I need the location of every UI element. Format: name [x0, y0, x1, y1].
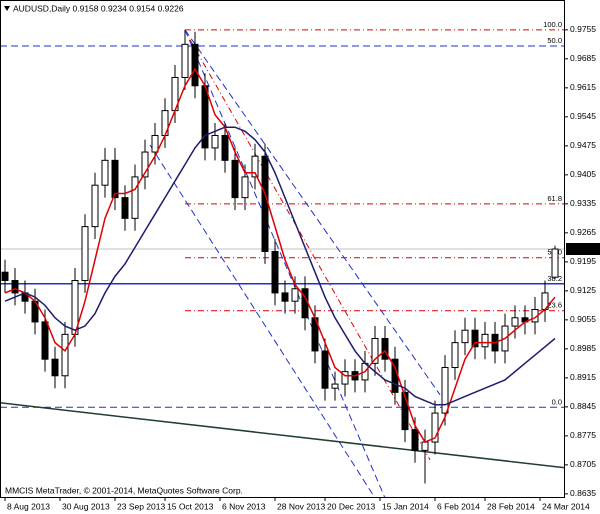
- plot-frame: [0, 0, 565, 498]
- trendline: [189, 39, 431, 461]
- chart-title: AUDUSD,Daily 0.9158 0.9234 0.9154 0.9226: [13, 3, 184, 13]
- menu-arrow[interactable]: [4, 6, 10, 11]
- candle-body: [381, 337, 389, 360]
- plot-area: 100.050.061.850.038.223.60.0: [0, 20, 566, 499]
- candle-body: [271, 250, 279, 294]
- candle-body: [321, 350, 329, 389]
- candle-body: [251, 155, 259, 178]
- candle-body: [211, 134, 219, 149]
- y-tick-label: 0.9405: [570, 169, 596, 179]
- y-tick-label: 0.8845: [570, 401, 596, 411]
- level-label: 0.0: [552, 397, 562, 406]
- x-tick-label: 15 Oct 2013: [167, 501, 214, 511]
- y-tick-label: 0.9055: [570, 314, 596, 324]
- candle-body: [61, 333, 69, 377]
- x-tick-label: 8 Aug 2013: [7, 501, 50, 511]
- trendline: [184, 29, 386, 499]
- candle-body: [441, 366, 449, 414]
- candle-body: [291, 288, 299, 302]
- y-tick-label: 0.8985: [570, 343, 596, 353]
- candle-body: [551, 248, 559, 278]
- candle-body: [131, 176, 139, 219]
- level-label: 23.6: [547, 301, 562, 310]
- trendline: [149, 144, 376, 499]
- y-tick-label: 0.9195: [570, 256, 596, 266]
- moving-average: [4, 67, 556, 444]
- x-tick-label: 15 Jan 2014: [382, 501, 429, 511]
- footer: MMCIS MetaTrader, © 2001-2014, MetaQuote…: [5, 485, 243, 495]
- level-label: 100.0: [543, 20, 562, 29]
- candle-body: [411, 429, 419, 451]
- candle-body: [141, 151, 149, 178]
- candle-body: [471, 329, 479, 348]
- y-tick-label: 0.9335: [570, 198, 596, 208]
- y-tick-label: 0.8705: [570, 459, 596, 469]
- y-tick-label: 0.9685: [570, 53, 596, 63]
- y-tick-label: 0.9545: [570, 111, 596, 121]
- candle-body: [341, 371, 349, 385]
- y-tick-label: 0.9265: [570, 227, 596, 237]
- price-box: [566, 243, 600, 255]
- candle-body: [221, 134, 229, 161]
- candle-body: [81, 226, 89, 281]
- x-tick-label: 6 Nov 2013: [222, 501, 266, 511]
- candle-body: [231, 159, 239, 199]
- y-tick-label: 0.9615: [570, 82, 596, 92]
- y-tick-label: 0.9755: [570, 24, 596, 34]
- level-label: 61.8: [547, 194, 562, 203]
- candle-body: [121, 197, 129, 219]
- candle-body: [451, 342, 459, 368]
- y-tick-label: 0.8775: [570, 430, 596, 440]
- candle-body: [481, 333, 489, 348]
- candle-body: [281, 292, 289, 302]
- level-label: 50.0: [547, 36, 562, 45]
- trendline: [0, 401, 566, 469]
- y-tick-label: 0.9475: [570, 140, 596, 150]
- x-tick-label: 28 Feb 2014: [487, 501, 535, 511]
- candle-body: [371, 337, 379, 364]
- candle-body: [191, 43, 199, 87]
- x-tick-label: 28 Nov 2013: [277, 501, 325, 511]
- moving-average: [4, 126, 556, 406]
- candle-body: [331, 383, 339, 389]
- candle-body: [51, 358, 59, 377]
- candle-body: [151, 134, 159, 153]
- candle-body: [91, 184, 99, 228]
- candle-body: [1, 271, 9, 281]
- candle-body: [511, 317, 519, 327]
- x-tick-label: 20 Dec 2013: [327, 501, 375, 511]
- candle-body: [461, 329, 469, 344]
- candle-body: [181, 43, 189, 78]
- candle-body: [241, 176, 249, 199]
- x-tick-label: 6 Feb 2014: [437, 501, 480, 511]
- candle-body: [41, 321, 49, 360]
- candle-body: [431, 412, 439, 443]
- candle-body: [261, 155, 269, 252]
- price-box-label: 0.9226: [569, 243, 595, 253]
- candle-body: [301, 288, 309, 319]
- x-tick-label: 23 Sep 2013: [117, 501, 165, 511]
- candle-body: [401, 391, 409, 431]
- y-tick-label: 0.8915: [570, 372, 596, 382]
- y-tick-label: 0.9125: [570, 285, 596, 295]
- x-tick-label: 30 Aug 2013: [62, 501, 110, 511]
- candle-body: [101, 159, 109, 186]
- y-tick-label: 0.8635: [570, 488, 596, 498]
- candle-body: [11, 279, 19, 294]
- candle-body: [421, 441, 429, 451]
- trendline: [184, 29, 441, 396]
- x-tick-label: 24 Mar 2014: [542, 501, 590, 511]
- candle-body: [111, 159, 119, 199]
